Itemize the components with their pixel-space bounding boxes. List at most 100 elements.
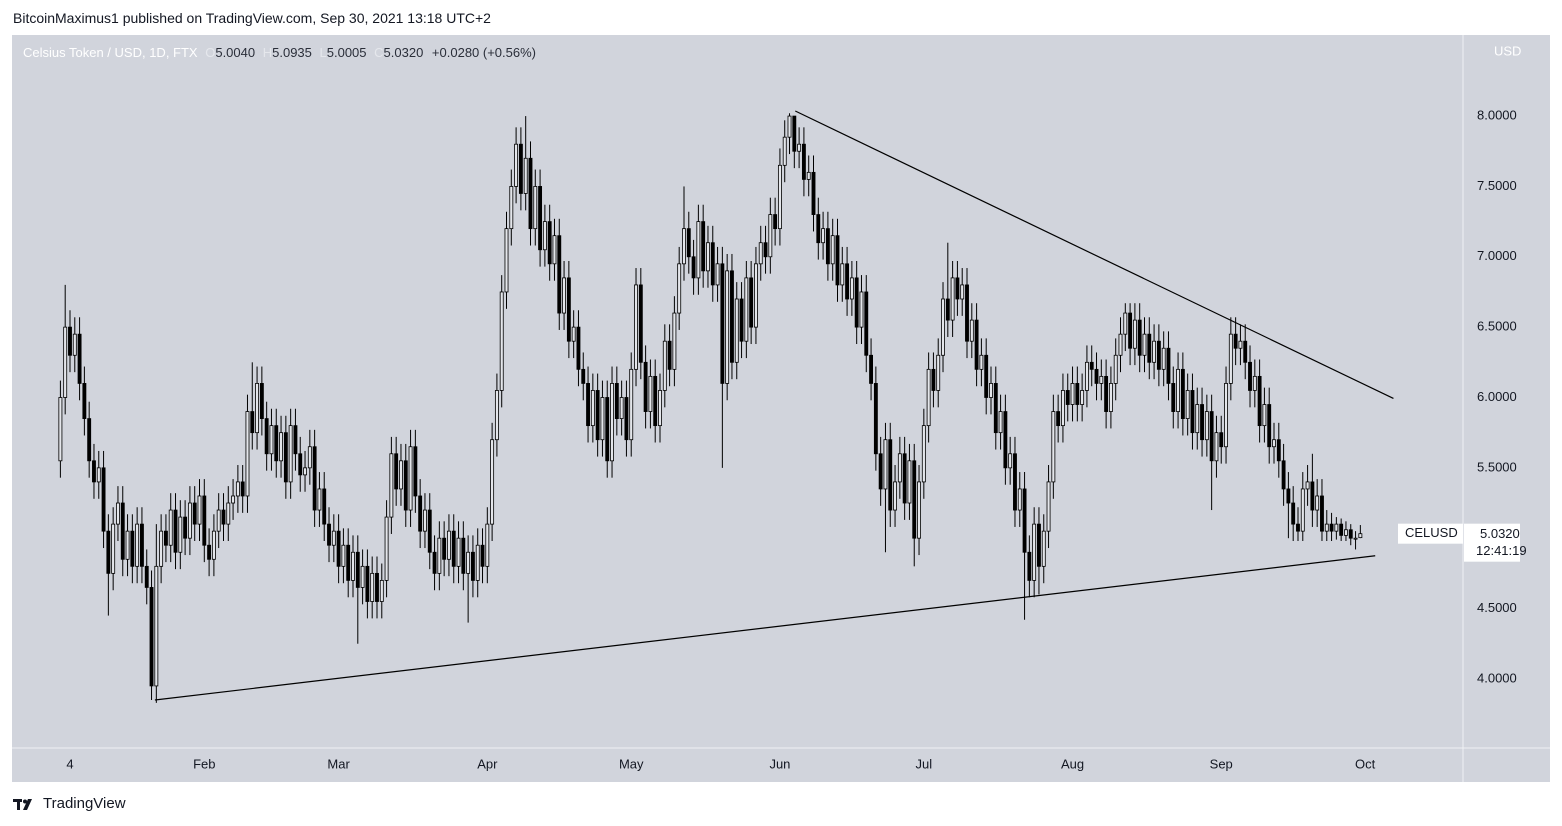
candle-body: [384, 516, 389, 581]
candle-body: [470, 551, 475, 581]
candle-body: [547, 221, 552, 265]
candle-body: [1089, 361, 1094, 370]
candle-body: [893, 481, 897, 511]
candle-body: [518, 143, 523, 194]
candle-body: [140, 523, 144, 567]
candle-body: [562, 277, 567, 314]
symbol-tag-bg: [1398, 523, 1463, 544]
y-tick-label: 6.5000: [1477, 319, 1517, 334]
candle-body: [341, 544, 346, 567]
candle-body: [499, 291, 504, 391]
candle-body: [63, 326, 68, 398]
x-tick-label: Oct: [1355, 756, 1376, 771]
x-tick-label: Aug: [1061, 756, 1084, 771]
candle-body: [423, 509, 427, 532]
candle-body: [1276, 439, 1281, 462]
candle-body: [504, 228, 509, 293]
candle-body: [466, 551, 471, 574]
candle-body: [451, 530, 456, 567]
candle-body: [1214, 432, 1219, 462]
close-value: 5.0320: [383, 45, 424, 60]
candle-body: [725, 270, 730, 384]
candle-body: [442, 537, 447, 560]
candle-body: [1099, 375, 1104, 384]
candle-body: [1291, 502, 1296, 525]
high-value: 5.0935: [272, 45, 312, 60]
candle-body: [322, 488, 327, 525]
candle-body: [691, 256, 696, 279]
candle-body: [984, 354, 989, 398]
candle-body: [528, 157, 533, 230]
candle-body: [749, 277, 754, 328]
candle-body: [682, 228, 686, 265]
candle-body: [907, 460, 912, 504]
candle-body: [835, 235, 840, 286]
candle-body: [475, 544, 480, 581]
candle-body: [245, 411, 250, 497]
brand-logo: [13, 798, 32, 810]
candle-body: [202, 495, 207, 546]
candle-body: [605, 397, 610, 462]
candle-body: [960, 284, 965, 300]
candle-body: [917, 481, 921, 539]
candle-body: [754, 263, 758, 328]
candle-body: [686, 228, 691, 258]
candle-body: [1262, 404, 1267, 427]
candle-body: [840, 263, 845, 286]
x-tick-label: Jun: [769, 756, 790, 771]
candle-body: [869, 354, 874, 384]
symbol-legend: Celsius Token / USD, 1D, FTX O5.0040 H5.…: [23, 45, 536, 60]
candle-body: [648, 375, 653, 412]
candle-body: [279, 432, 283, 462]
candle-body: [298, 453, 303, 476]
candle-body: [653, 375, 658, 427]
candle-body: [897, 453, 902, 483]
candle-body: [1070, 383, 1075, 405]
candle-body: [825, 228, 830, 265]
candle-body: [1286, 488, 1291, 504]
chart-background: [12, 35, 1550, 782]
candle-body: [389, 453, 394, 518]
candle-body: [168, 509, 173, 546]
candle-body: [1137, 319, 1142, 356]
candle-body: [614, 383, 619, 419]
candle-body: [955, 277, 960, 300]
candle-body: [523, 157, 528, 194]
candle-body: [264, 418, 269, 455]
candle-body: [1142, 333, 1147, 356]
candle-body: [1032, 523, 1037, 581]
candle-body: [950, 277, 955, 321]
candle-body: [797, 143, 802, 152]
candle-body: [1267, 404, 1272, 448]
candle-body: [1003, 411, 1008, 469]
candle-body: [1118, 333, 1123, 356]
candle-body: [859, 291, 864, 328]
candle-body: [303, 467, 307, 476]
candle-body: [936, 354, 941, 391]
candle-body: [87, 418, 92, 462]
candle-body: [77, 333, 82, 384]
candle-body: [101, 467, 106, 532]
candle-body: [1061, 390, 1065, 427]
candle-body: [456, 537, 461, 567]
candle-body: [1334, 523, 1339, 532]
candle-body: [1051, 411, 1056, 483]
candle-body: [696, 221, 701, 279]
candle-body: [1190, 390, 1195, 434]
candle-body: [1310, 481, 1315, 511]
candle-body: [1252, 375, 1257, 391]
candle-body: [360, 565, 365, 588]
candle-body: [1171, 383, 1176, 412]
candle-body: [216, 509, 221, 532]
candle-body: [1224, 383, 1228, 448]
candle-body: [768, 214, 773, 258]
candle-body: [235, 481, 240, 497]
candle-body: [1272, 439, 1276, 448]
change-value: +0.0280 (+0.56%): [431, 45, 536, 60]
candle-body: [1257, 375, 1262, 427]
brand-name: TradingView: [43, 795, 126, 812]
price-tag: 5.0320: [1480, 526, 1520, 541]
candle-body: [259, 383, 264, 419]
candle-body: [1166, 347, 1171, 384]
candle-body: [154, 565, 159, 687]
